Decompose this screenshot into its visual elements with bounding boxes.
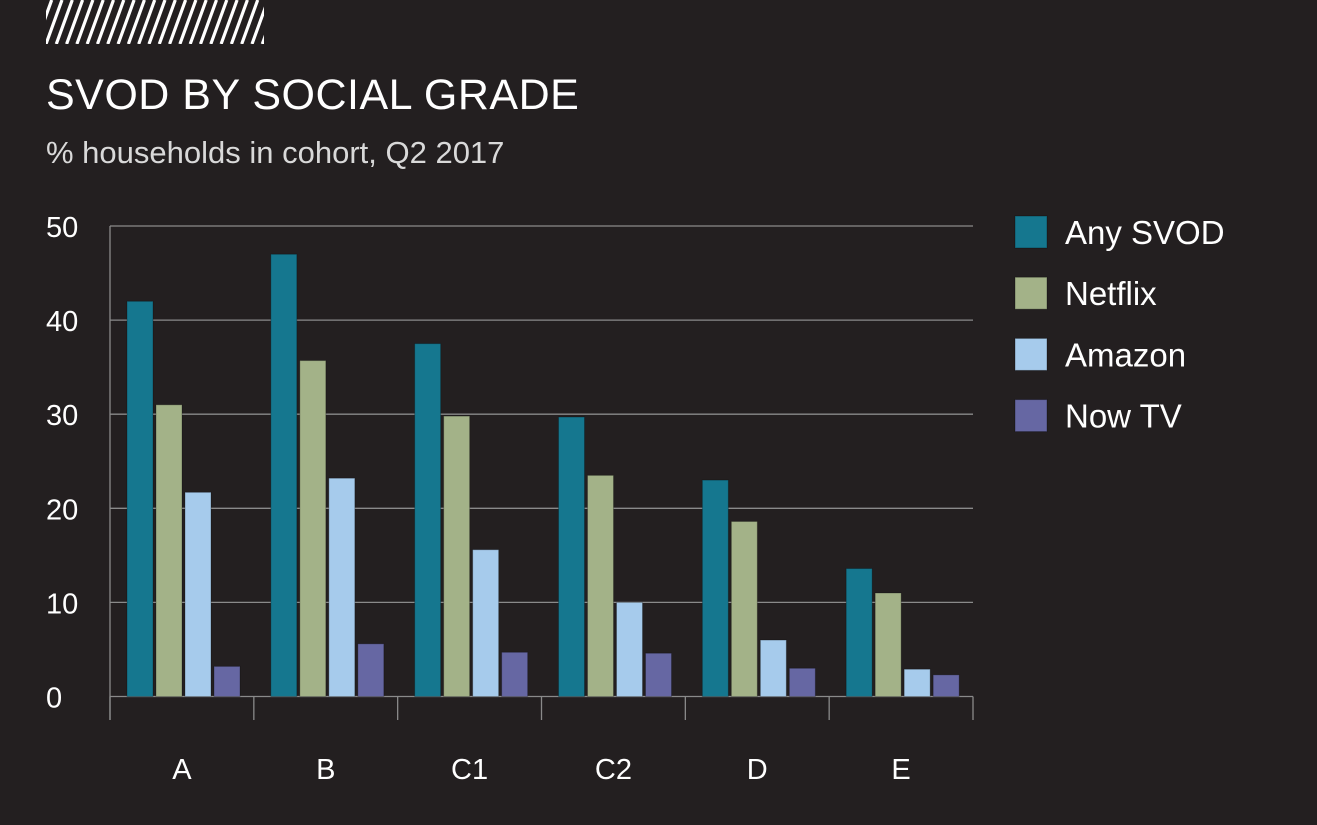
x-tick-label: B — [316, 754, 335, 786]
y-tick-label: 50 — [46, 212, 78, 244]
gridlines — [109, 225, 973, 720]
x-tick-label: E — [891, 754, 910, 786]
bar-any-svod-a — [126, 300, 154, 697]
y-tick-label: 40 — [46, 306, 78, 338]
bar-now-tv-a — [213, 665, 241, 697]
bar-amazon-b — [328, 477, 356, 697]
legend-label: Netflix — [1065, 275, 1157, 312]
x-tick-label: A — [172, 754, 192, 786]
bar-now-tv-c2 — [645, 652, 672, 697]
y-tick-label: 10 — [46, 588, 78, 620]
y-axis-ticks: 0 10 20 30 40 50 — [46, 212, 78, 715]
bar-amazon-c2 — [616, 601, 643, 698]
bar-netflix-a — [155, 404, 183, 697]
x-axis: A B C1 C2 D E — [109, 696, 974, 786]
chart-subtitle: % households in cohort, Q2 2017 — [46, 135, 505, 170]
legend-label: Any SVOD — [1065, 214, 1225, 251]
bar-netflix-d — [730, 520, 758, 697]
bar-any-svod-d — [701, 479, 729, 697]
bar-amazon-c1 — [472, 549, 500, 697]
bar-any-svod-c2 — [558, 416, 585, 697]
bar-any-svod-e — [845, 568, 873, 697]
bars — [126, 253, 960, 698]
bar-any-svod-c1 — [414, 343, 442, 697]
y-tick-label: 20 — [46, 494, 78, 526]
chart-title: SVOD BY SOCIAL GRADE — [46, 71, 580, 119]
legend-swatch — [1014, 337, 1048, 371]
bar-now-tv-e — [932, 674, 960, 697]
y-tick-label: 0 — [46, 683, 62, 715]
y-tick-label: 30 — [46, 400, 78, 432]
bar-any-svod-b — [270, 253, 298, 697]
legend-swatch — [1014, 215, 1048, 249]
legend-label: Now TV — [1065, 398, 1182, 435]
legend-label: Amazon — [1065, 336, 1186, 373]
x-tick-label: C2 — [595, 754, 632, 786]
x-tick-label: D — [747, 754, 768, 786]
bar-netflix-e — [874, 592, 902, 697]
bar-now-tv-c1 — [501, 651, 529, 698]
bar-now-tv-b — [357, 643, 385, 698]
x-tick-label: C1 — [451, 754, 488, 786]
bar-amazon-e — [903, 668, 931, 697]
bar-amazon-a — [184, 491, 212, 698]
legend: Any SVOD Netflix Amazon Now TV — [1014, 214, 1225, 435]
bar-amazon-d — [759, 639, 787, 697]
bar-netflix-b — [299, 360, 327, 697]
legend-swatch — [1014, 276, 1048, 310]
bar-netflix-c1 — [443, 415, 471, 697]
bar-netflix-c2 — [587, 474, 614, 697]
legend-swatch — [1014, 399, 1048, 433]
bar-now-tv-d — [788, 667, 816, 698]
hatch-decoration — [46, 0, 264, 44]
